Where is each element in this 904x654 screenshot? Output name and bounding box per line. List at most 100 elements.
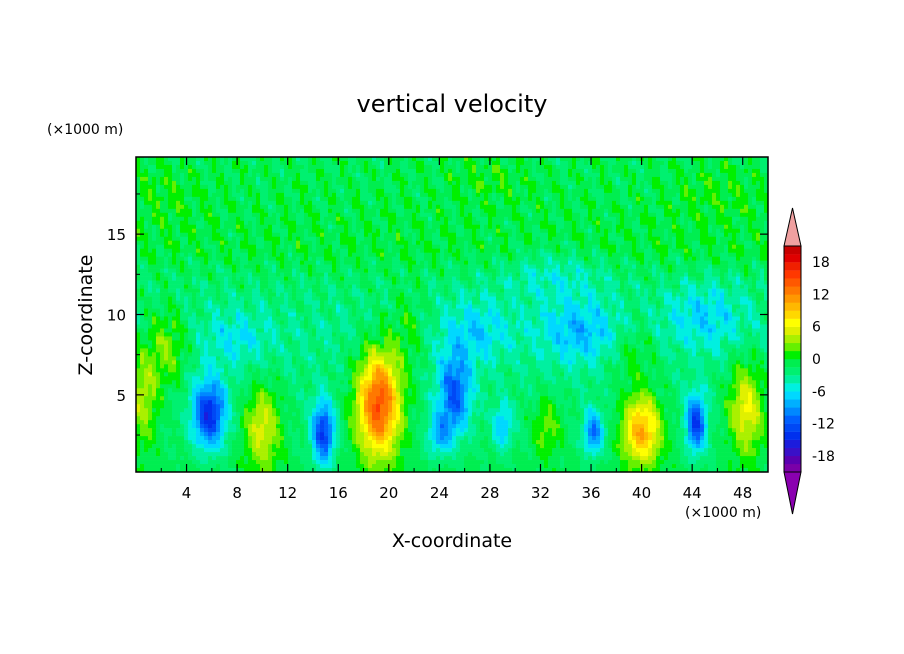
- heatmap-cell: [440, 196, 445, 202]
- heatmap-cell: [212, 248, 217, 253]
- heatmap-cell: [564, 208, 569, 214]
- heatmap-cell: [308, 264, 313, 269]
- heatmap-cell: [652, 160, 657, 166]
- heatmap-cell: [656, 244, 661, 250]
- heatmap-cell: [472, 196, 477, 202]
- heatmap-cell: [384, 248, 389, 253]
- heatmap-cell: [716, 252, 721, 257]
- heatmap-cell: [608, 216, 613, 222]
- heatmap-cell: [568, 264, 573, 269]
- heatmap-cell: [616, 188, 621, 194]
- heatmap-cell: [484, 220, 489, 226]
- heatmap-cell: [228, 168, 233, 174]
- heatmap-cell: [468, 192, 473, 198]
- heatmap-cell: [532, 240, 537, 246]
- heatmap-cell: [448, 168, 453, 174]
- heatmap-cell: [184, 248, 189, 253]
- heatmap-cell: [404, 188, 409, 194]
- heatmap-cell: [700, 192, 705, 198]
- heatmap-cell: [556, 264, 561, 269]
- heatmap-cell: [144, 196, 149, 202]
- heatmap-cell: [404, 280, 409, 285]
- heatmap-cell: [308, 236, 313, 242]
- heatmap-cell: [604, 248, 609, 253]
- heatmap-cell: [500, 212, 505, 218]
- heatmap-cell: [148, 208, 153, 214]
- heatmap-cell: [736, 157, 741, 162]
- heatmap-cell: [620, 176, 625, 182]
- heatmap-cell: [636, 272, 641, 277]
- heatmap-cell: [136, 252, 141, 257]
- heatmap-cell: [680, 160, 685, 166]
- heatmap-cell: [508, 236, 513, 242]
- heatmap-cell: [204, 216, 209, 222]
- heatmap-cell: [624, 160, 629, 166]
- heatmap-cell: [188, 240, 193, 246]
- heatmap-cell: [652, 168, 657, 174]
- heatmap-cell: [192, 168, 197, 174]
- heatmap-cell: [404, 200, 409, 206]
- heatmap-cell: [472, 268, 477, 273]
- heatmap-cell: [484, 228, 489, 234]
- heatmap-cell: [168, 212, 173, 218]
- heatmap-cell: [404, 252, 409, 257]
- heatmap-cell: [416, 268, 421, 273]
- heatmap-cell: [284, 264, 289, 269]
- heatmap-cell: [232, 220, 237, 226]
- heatmap-cell: [612, 196, 617, 202]
- heatmap-cell: [672, 176, 677, 182]
- heatmap-cell: [592, 244, 597, 250]
- heatmap-cell: [552, 236, 557, 242]
- heatmap-cell: [284, 252, 289, 257]
- heatmap-cell: [316, 276, 321, 281]
- heatmap-cell: [220, 208, 225, 214]
- heatmap-cell: [628, 244, 633, 250]
- heatmap-cell: [424, 176, 429, 182]
- heatmap-cell: [228, 228, 233, 234]
- heatmap-cell: [264, 240, 269, 246]
- heatmap-cell: [192, 164, 197, 170]
- heatmap-cell: [512, 204, 517, 210]
- heatmap-cell: [416, 252, 421, 257]
- heatmap-cell: [276, 176, 281, 182]
- heatmap-cell: [744, 220, 749, 226]
- heatmap-cell: [304, 272, 309, 277]
- heatmap-cell: [272, 244, 277, 250]
- heatmap-cell: [352, 276, 357, 281]
- heatmap-cell: [296, 276, 301, 281]
- heatmap-cell: [428, 176, 433, 182]
- heatmap-cell: [180, 164, 185, 170]
- heatmap-cell: [680, 180, 685, 186]
- heatmap-cell: [356, 252, 361, 257]
- heatmap-cell: [364, 200, 369, 206]
- heatmap-cell: [748, 220, 753, 226]
- heatmap-cell: [600, 184, 605, 190]
- heatmap-cell: [212, 272, 217, 277]
- heatmap-cell: [444, 248, 449, 253]
- heatmap-cell: [492, 220, 497, 226]
- heatmap-cell: [760, 272, 765, 277]
- heatmap-cell: [384, 157, 389, 162]
- heatmap-cell: [200, 236, 205, 242]
- heatmap-cell: [156, 160, 161, 166]
- heatmap-cell: [540, 244, 545, 250]
- heatmap-cell: [316, 168, 321, 174]
- heatmap-cell: [508, 272, 513, 277]
- heatmap-cell: [532, 204, 537, 210]
- heatmap-cell: [332, 188, 337, 194]
- heatmap-cell: [404, 256, 409, 261]
- heatmap-cell: [340, 276, 345, 281]
- heatmap-cell: [576, 204, 581, 210]
- heatmap-cell: [324, 224, 329, 230]
- heatmap-cell: [736, 224, 741, 230]
- heatmap-cell: [256, 168, 261, 174]
- heatmap-cell: [404, 272, 409, 277]
- heatmap-cell: [604, 168, 609, 174]
- heatmap-cell: [616, 176, 621, 182]
- heatmap-cell: [240, 272, 245, 277]
- heatmap-cell: [568, 272, 573, 277]
- heatmap-cell: [412, 172, 417, 178]
- heatmap-cell: [620, 236, 625, 242]
- heatmap-cell: [328, 264, 333, 269]
- heatmap-cell: [300, 208, 305, 214]
